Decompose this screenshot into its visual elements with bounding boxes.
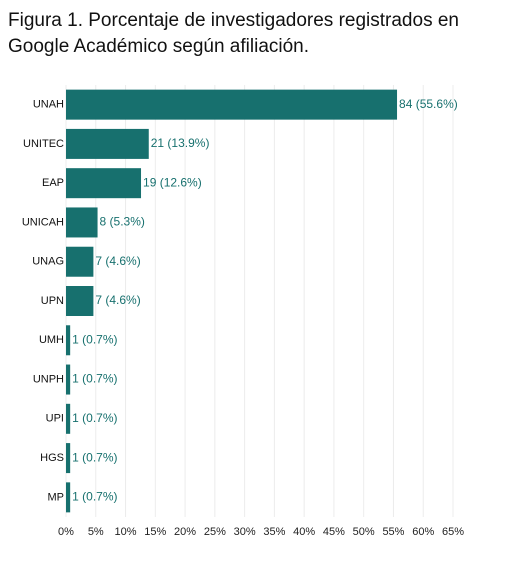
bar [66,89,398,120]
value-label: 21 (13.9%) [151,136,210,150]
x-tick-label: 25% [204,526,226,538]
x-tick-label: 35% [263,526,285,538]
x-tick-label: 50% [353,526,375,538]
y-tick-label: UNAG [32,256,64,268]
x-tick-label: 0% [58,526,74,538]
value-label: 19 (12.6%) [143,175,202,189]
x-tick-label: 60% [412,526,434,538]
bar [66,364,71,395]
x-tick-label: 20% [174,526,196,538]
y-tick-label: UNITEC [23,138,64,150]
value-label: 8 (5.3%) [100,215,145,229]
bar [66,443,71,474]
value-label: 84 (55.6%) [399,97,458,111]
bar [66,128,149,159]
x-tick-label: 45% [323,526,345,538]
value-label: 1 (0.7%) [72,332,117,346]
y-tick-label: UPI [46,413,64,425]
chart-title: Figura 1. Porcentaje de investigadores r… [8,10,459,57]
y-tick-label: EAP [42,177,64,189]
y-tick-label: UNPH [33,373,64,385]
bar [66,482,71,513]
bar [66,207,98,238]
y-tick-label: UPN [41,295,64,307]
x-tick-label: 15% [144,526,166,538]
value-label: 1 (0.7%) [72,372,117,386]
y-tick-label: HGS [40,452,64,464]
bar [66,403,71,434]
value-label: 1 (0.7%) [72,450,117,464]
value-label: 1 (0.7%) [72,411,117,425]
x-tick-label: 40% [293,526,315,538]
bar [66,325,71,356]
bar [66,286,94,316]
y-tick-label: UNICAH [22,216,64,228]
value-label: 7 (4.6%) [95,293,140,307]
y-tick-label: UNAH [33,99,64,111]
bar [66,246,94,277]
y-tick-label: UMH [39,334,64,346]
y-tick-label: MP [48,491,65,503]
x-tick-label: 65% [442,526,464,538]
x-tick-label: 30% [234,526,256,538]
bar [66,168,142,199]
value-label: 7 (4.6%) [95,254,140,268]
x-tick-label: 10% [115,526,137,538]
value-label: 1 (0.7%) [72,490,117,504]
x-tick-label: 5% [88,526,104,538]
x-tick-label: 55% [382,526,404,538]
